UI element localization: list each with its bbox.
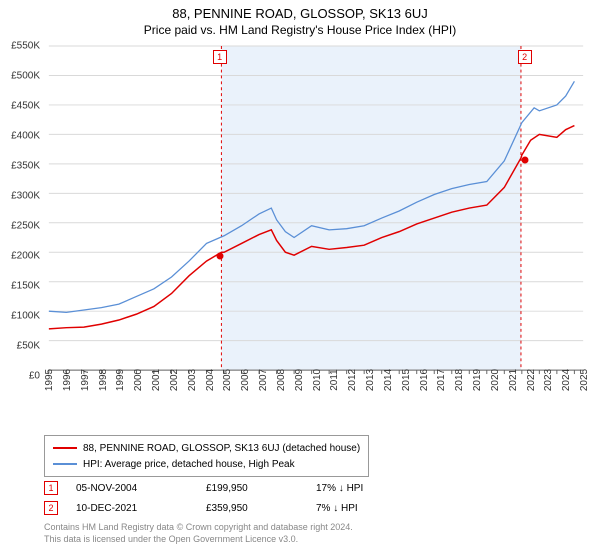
sales-row-date: 05-NOV-2004 (76, 483, 206, 494)
x-tick-label: 2014 (383, 369, 394, 391)
sale-marker-box: 1 (213, 50, 227, 64)
sales-row-delta: 17% ↓ HPI (316, 483, 416, 494)
y-tick-label: £550K (11, 41, 40, 52)
footer-line-1: Contains HM Land Registry data © Crown c… (44, 522, 353, 534)
chart-subtitle: Price paid vs. HM Land Registry's House … (0, 23, 600, 37)
footer-attribution: Contains HM Land Registry data © Crown c… (44, 522, 353, 545)
x-tick-label: 2024 (561, 369, 572, 391)
y-tick-label: £500K (11, 71, 40, 82)
sales-row: 2 10-DEC-2021£359,9507% ↓ HPI (44, 498, 416, 518)
x-tick-label: 2006 (240, 369, 251, 391)
x-tick-label: 2011 (329, 369, 340, 391)
legend-swatch (53, 447, 77, 449)
chart-area: £0£50K£100K£150K£200K£250K£300K£350K£400… (44, 46, 588, 406)
x-tick-label: 2012 (347, 369, 358, 391)
legend-row: 88, PENNINE ROAD, GLOSSOP, SK13 6UJ (det… (53, 440, 360, 456)
sales-row: 1 05-NOV-2004£199,95017% ↓ HPI (44, 478, 416, 498)
sale-marker-box: 2 (518, 50, 532, 64)
legend-label: HPI: Average price, detached house, High… (83, 459, 295, 470)
x-tick-label: 2023 (543, 369, 554, 391)
y-tick-label: £400K (11, 131, 40, 142)
legend-row: HPI: Average price, detached house, High… (53, 456, 360, 472)
x-tick-label: 2007 (258, 369, 269, 391)
x-tick-label: 2010 (312, 369, 323, 391)
sales-row-marker: 2 (44, 501, 58, 515)
legend: 88, PENNINE ROAD, GLOSSOP, SK13 6UJ (det… (44, 435, 369, 477)
x-tick-label: 2002 (169, 369, 180, 391)
hpi-band (221, 46, 521, 370)
x-tick-label: 2015 (401, 369, 412, 391)
y-tick-label: £0 (29, 371, 40, 382)
y-tick-label: £150K (11, 281, 40, 292)
x-tick-label: 2025 (579, 369, 590, 391)
x-tick-label: 2020 (490, 369, 501, 391)
sales-row-date: 10-DEC-2021 (76, 503, 206, 514)
x-tick-label: 2009 (294, 369, 305, 391)
y-tick-label: £450K (11, 101, 40, 112)
chart-title: 88, PENNINE ROAD, GLOSSOP, SK13 6UJ (0, 6, 600, 21)
sales-row-price: £359,950 (206, 503, 316, 514)
chart-container: 88, PENNINE ROAD, GLOSSOP, SK13 6UJ Pric… (0, 0, 600, 560)
x-tick-label: 2005 (222, 369, 233, 391)
x-tick-label: 2016 (419, 369, 430, 391)
x-tick-label: 2018 (454, 369, 465, 391)
x-tick-label: 2013 (365, 369, 376, 391)
x-tick-label: 2021 (508, 369, 519, 391)
legend-label: 88, PENNINE ROAD, GLOSSOP, SK13 6UJ (det… (83, 443, 360, 454)
y-tick-label: £250K (11, 221, 40, 232)
x-tick-label: 2001 (151, 369, 162, 391)
y-tick-label: £50K (17, 341, 40, 352)
x-tick-label: 1998 (98, 369, 109, 391)
sale-marker-dot (521, 157, 528, 164)
y-tick-label: £100K (11, 311, 40, 322)
x-tick-label: 2022 (526, 369, 537, 391)
y-tick-label: £300K (11, 191, 40, 202)
x-tick-label: 1997 (80, 369, 91, 391)
sales-row-marker: 1 (44, 481, 58, 495)
y-tick-label: £200K (11, 251, 40, 262)
sales-table: 1 05-NOV-2004£199,95017% ↓ HPI 2 10-DEC-202… (44, 478, 416, 518)
x-tick-label: 2019 (472, 369, 483, 391)
x-tick-label: 1996 (62, 369, 73, 391)
sales-row-price: £199,950 (206, 483, 316, 494)
footer-line-2: This data is licensed under the Open Gov… (44, 534, 353, 546)
chart-svg (44, 46, 588, 376)
legend-swatch (53, 463, 77, 465)
x-tick-label: 1999 (115, 369, 126, 391)
title-area: 88, PENNINE ROAD, GLOSSOP, SK13 6UJ Pric… (0, 0, 600, 37)
x-tick-label: 1995 (44, 369, 55, 391)
sales-row-delta: 7% ↓ HPI (316, 503, 416, 514)
x-tick-label: 2004 (205, 369, 216, 391)
x-tick-label: 2000 (133, 369, 144, 391)
x-tick-label: 2003 (187, 369, 198, 391)
y-tick-label: £350K (11, 161, 40, 172)
x-tick-label: 2008 (276, 369, 287, 391)
x-tick-label: 2017 (436, 369, 447, 391)
sale-marker-dot (216, 253, 223, 260)
